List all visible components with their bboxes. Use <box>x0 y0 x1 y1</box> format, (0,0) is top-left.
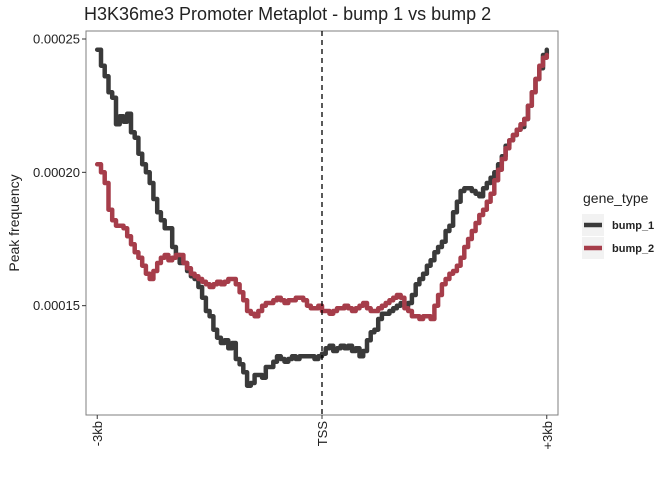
chart-title: H3K36me3 Promoter Metaplot - bump 1 vs b… <box>84 4 491 24</box>
legend-title: gene_type <box>583 190 649 206</box>
y-axis: 0.00015 0.00020 0.00025 <box>33 32 86 313</box>
series-layer <box>94 47 550 388</box>
y-axis-title: Peak frequency <box>6 174 22 271</box>
legend: gene_type bump_1 bump_2 <box>582 190 654 259</box>
x-tick-label: TSS <box>315 421 330 447</box>
y-tick-label: 0.00025 <box>33 32 80 47</box>
x-tick-label: -3kb <box>90 421 105 446</box>
series-line-bump_2 <box>94 52 550 322</box>
y-tick-label: 0.00015 <box>33 298 80 313</box>
legend-label-bump_2: bump_2 <box>612 243 654 255</box>
x-axis: -3kb TSS +3kb <box>90 415 555 450</box>
x-tick-label: +3kb <box>540 421 555 450</box>
y-tick-label: 0.00020 <box>33 165 80 180</box>
series-line-bump_1 <box>94 47 550 388</box>
legend-label-bump_1: bump_1 <box>612 220 654 232</box>
